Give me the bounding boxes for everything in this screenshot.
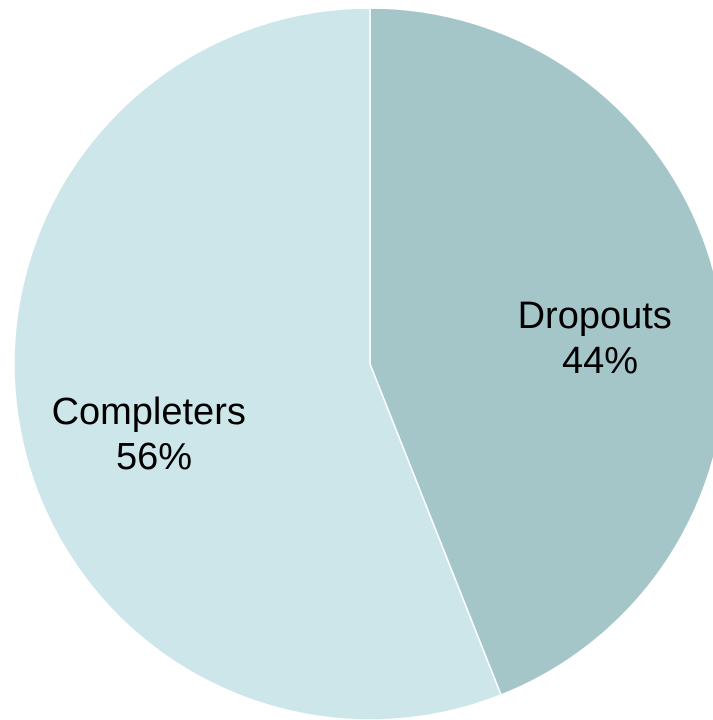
slice-label-dropouts-name: Dropouts — [518, 295, 672, 337]
pie-labels: Dropouts 44% Completers 56% — [52, 295, 683, 478]
pie-slice-completers — [13, 7, 503, 720]
slice-label-dropouts-percent: 44% — [562, 340, 638, 382]
slice-label-dropouts: Dropouts 44% — [518, 295, 683, 382]
pie-slice-dropouts — [369, 7, 713, 696]
slice-label-completers-percent: 56% — [116, 436, 192, 478]
slice-label-completers-name: Completers — [52, 391, 246, 433]
pie-slices — [13, 7, 713, 720]
slice-label-completers: Completers 56% — [52, 391, 257, 478]
